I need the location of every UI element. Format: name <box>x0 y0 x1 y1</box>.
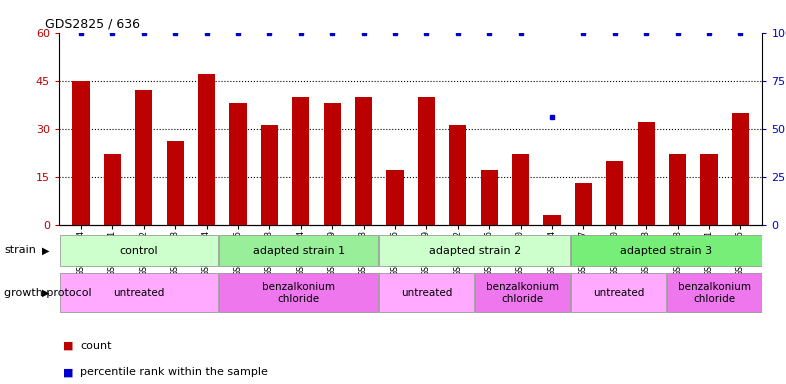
Text: untreated: untreated <box>401 288 453 298</box>
Text: control: control <box>119 245 158 256</box>
Bar <box>355 97 373 225</box>
Bar <box>476 273 570 312</box>
Bar <box>261 126 278 225</box>
Bar <box>380 273 474 312</box>
Bar <box>198 74 215 225</box>
Text: adapted strain 3: adapted strain 3 <box>620 245 713 256</box>
Bar <box>60 235 219 266</box>
Bar <box>449 126 466 225</box>
Bar <box>575 183 592 225</box>
Bar <box>480 170 498 225</box>
Bar <box>230 103 247 225</box>
Bar <box>135 90 152 225</box>
Bar <box>167 141 184 225</box>
Bar <box>292 97 310 225</box>
Bar <box>417 97 435 225</box>
Bar <box>700 154 718 225</box>
Bar <box>387 170 404 225</box>
Text: adapted strain 2: adapted strain 2 <box>428 245 521 256</box>
Bar <box>637 122 655 225</box>
Bar <box>571 273 666 312</box>
Bar <box>512 154 529 225</box>
Text: untreated: untreated <box>593 288 645 298</box>
Text: benzalkonium
chloride: benzalkonium chloride <box>678 282 751 304</box>
Bar <box>324 103 341 225</box>
Text: ■: ■ <box>63 341 73 351</box>
Bar <box>543 215 560 225</box>
Text: GDS2825 / 636: GDS2825 / 636 <box>45 17 140 30</box>
Text: growth protocol: growth protocol <box>4 288 91 298</box>
Bar <box>104 154 121 225</box>
Text: benzalkonium
chloride: benzalkonium chloride <box>486 282 559 304</box>
Text: ■: ■ <box>63 367 73 377</box>
Text: adapted strain 1: adapted strain 1 <box>253 245 345 256</box>
Text: ▶: ▶ <box>42 288 50 298</box>
Bar <box>219 273 378 312</box>
Text: benzalkonium
chloride: benzalkonium chloride <box>263 282 336 304</box>
Text: untreated: untreated <box>113 288 164 298</box>
Bar <box>380 235 570 266</box>
Text: count: count <box>80 341 112 351</box>
Bar <box>571 235 762 266</box>
Bar <box>669 154 686 225</box>
Bar <box>219 235 378 266</box>
Bar <box>72 81 90 225</box>
Text: percentile rank within the sample: percentile rank within the sample <box>80 367 268 377</box>
Text: ▶: ▶ <box>42 245 50 255</box>
Text: strain: strain <box>4 245 36 255</box>
Bar <box>667 273 762 312</box>
Bar <box>732 113 749 225</box>
Bar <box>606 161 623 225</box>
Bar <box>60 273 219 312</box>
